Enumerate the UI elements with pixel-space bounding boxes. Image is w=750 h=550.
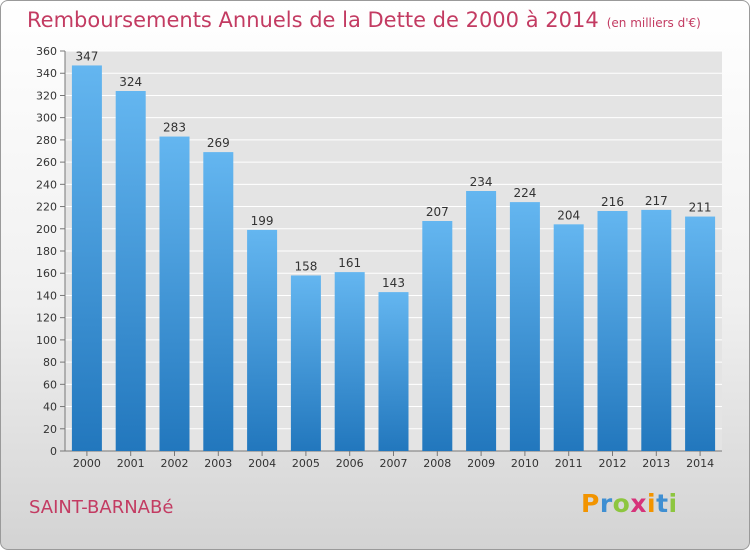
x-tick-label: 2010 <box>511 457 539 470</box>
y-tick-label: 40 <box>43 401 57 414</box>
data-label: 158 <box>294 259 317 273</box>
y-tick-label: 80 <box>43 356 57 369</box>
bar <box>685 216 716 451</box>
brand-letter: o <box>612 489 631 518</box>
brand-letter: i <box>647 489 657 518</box>
y-tick-label: 0 <box>50 445 57 458</box>
x-tick-label: 2002 <box>161 457 189 470</box>
y-tick-label: 300 <box>36 112 57 125</box>
bar <box>290 275 321 451</box>
bar <box>466 191 497 451</box>
x-tick-label: 2013 <box>642 457 670 470</box>
data-label: 347 <box>75 49 98 63</box>
y-tick-label: 120 <box>36 312 57 325</box>
x-tick-label: 2012 <box>599 457 627 470</box>
y-tick-label: 100 <box>36 334 57 347</box>
y-tick-label: 160 <box>36 267 57 280</box>
chart-unit: (en milliers d'€) <box>606 16 701 30</box>
bar <box>597 211 628 451</box>
data-label: 216 <box>601 195 624 209</box>
commune-name: SAINT-BARNABé <box>29 497 174 518</box>
bar <box>159 136 190 452</box>
data-label: 283 <box>163 121 186 135</box>
x-tick-label: 2014 <box>686 457 714 470</box>
bar <box>203 152 234 451</box>
y-tick-label: 320 <box>36 89 57 102</box>
bar <box>247 229 278 451</box>
y-tick-label: 360 <box>36 45 57 58</box>
brand-letter: P <box>581 489 600 518</box>
data-label: 324 <box>119 75 142 89</box>
bar <box>115 91 146 451</box>
y-tick-label: 140 <box>36 289 57 302</box>
x-tick-label: 2001 <box>117 457 145 470</box>
y-tick-label: 240 <box>36 178 57 191</box>
y-tick-label: 220 <box>36 201 57 214</box>
bar <box>641 209 672 451</box>
data-label: 211 <box>689 201 712 215</box>
bar <box>71 65 102 451</box>
data-label: 204 <box>557 208 580 222</box>
y-tick-label: 340 <box>36 67 57 80</box>
x-tick-label: 2007 <box>380 457 408 470</box>
bar <box>378 292 409 451</box>
brand-letter: r <box>599 489 613 518</box>
bar <box>553 224 584 451</box>
x-tick-label: 2000 <box>73 457 101 470</box>
data-label: 234 <box>470 175 493 189</box>
y-tick-label: 260 <box>36 156 57 169</box>
data-label: 199 <box>251 214 274 228</box>
y-tick-label: 20 <box>43 423 57 436</box>
data-label: 217 <box>645 194 668 208</box>
x-tick-label: 2009 <box>467 457 495 470</box>
bar <box>422 221 453 451</box>
proxiti-logo: Proxiti <box>581 489 678 518</box>
bar <box>334 272 365 451</box>
x-tick-label: 2004 <box>248 457 276 470</box>
x-tick-label: 2005 <box>292 457 320 470</box>
brand-letter: i <box>668 489 678 518</box>
x-tick-label: 2003 <box>204 457 232 470</box>
data-label: 269 <box>207 136 230 150</box>
x-tick-label: 2006 <box>336 457 364 470</box>
data-label: 207 <box>426 205 449 219</box>
brand-letter: t <box>656 489 669 518</box>
y-tick-label: 180 <box>36 245 57 258</box>
y-tick-label: 200 <box>36 223 57 236</box>
y-tick-label: 280 <box>36 134 57 147</box>
data-label: 161 <box>338 256 361 270</box>
x-tick-label: 2011 <box>555 457 583 470</box>
bar <box>509 202 540 451</box>
chart-title-text: Remboursements Annuels de la Dette de 20… <box>27 8 599 32</box>
brand-letter: x <box>630 489 647 518</box>
data-label: 143 <box>382 276 405 290</box>
x-tick-label: 2008 <box>423 457 451 470</box>
chart-title: Remboursements Annuels de la Dette de 20… <box>27 8 701 32</box>
data-label: 224 <box>513 186 536 200</box>
y-tick-label: 60 <box>43 378 57 391</box>
